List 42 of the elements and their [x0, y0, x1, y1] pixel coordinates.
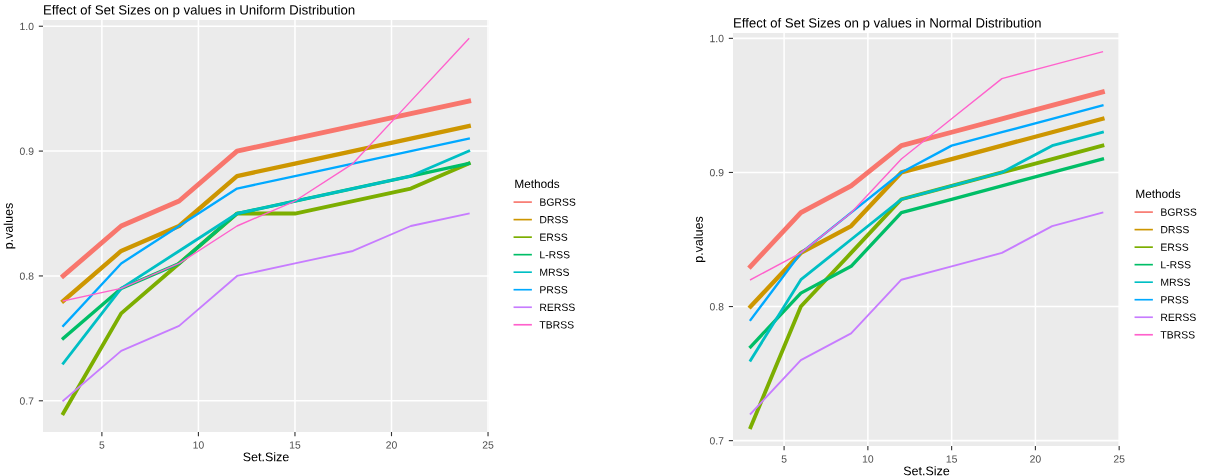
y-axis-title: p.values	[3, 203, 16, 249]
x-axis-title: Set.Size	[243, 452, 289, 462]
y-tick-label: 1.0	[20, 22, 34, 31]
legend-label: MRSS	[540, 268, 569, 276]
legend-label: DRSS	[1161, 225, 1189, 234]
legend-title: Methods	[1136, 189, 1181, 199]
legend-label: BGRSS	[1161, 208, 1197, 216]
legend-label: RERSS	[1161, 313, 1196, 321]
legend-label: BGRSS	[540, 198, 576, 206]
legend-label: L-RSS	[1161, 261, 1191, 269]
x-tick-label: 15	[289, 441, 301, 449]
legend-label: ERSS	[1161, 243, 1189, 251]
x-tick-label: 15	[946, 455, 957, 463]
y-tick-label: 0.8	[19, 272, 34, 280]
chart-title: Effect of Set Sizes on p values in Normal Distribution	[734, 17, 1041, 31]
x-tick-label: 20	[386, 441, 397, 449]
legend-label: MRSS	[1161, 278, 1190, 286]
legend-label: ERSS	[540, 233, 568, 241]
y-tick-label: 0.8	[709, 303, 724, 311]
x-axis-title: Set.Size	[903, 466, 950, 476]
legend-label: RERSS	[540, 303, 575, 311]
y-tick-label: 0.9	[709, 168, 724, 177]
legend-label: PRSS	[540, 286, 568, 294]
y-axis-title: p.values	[693, 216, 706, 262]
legend-label: L-RSS	[540, 251, 570, 259]
y-tick-label: 0.7	[709, 437, 724, 445]
x-tick-label: 10	[862, 455, 874, 463]
x-tick-label: 25	[1113, 455, 1125, 463]
y-tick-label: 1.0	[710, 34, 724, 43]
legend-label: PRSS	[1161, 296, 1189, 304]
y-tick-label: 0.7	[19, 397, 34, 405]
legend-label: DRSS	[540, 215, 568, 224]
legend-label: TBRSS	[539, 321, 574, 329]
legend-title: Methods	[515, 179, 560, 189]
y-tick-label: 0.9	[19, 147, 34, 155]
x-tick-label: 10	[193, 441, 204, 449]
chart-title: Effect of Set Sizes on p values in Uniform Distribution	[44, 4, 355, 18]
x-tick-label: 5	[99, 441, 105, 449]
x-tick-label: 25	[482, 441, 494, 449]
x-tick-label: 20	[1030, 455, 1041, 463]
legend-label: TBRSS	[1160, 331, 1195, 339]
x-tick-label: 5	[781, 455, 787, 463]
